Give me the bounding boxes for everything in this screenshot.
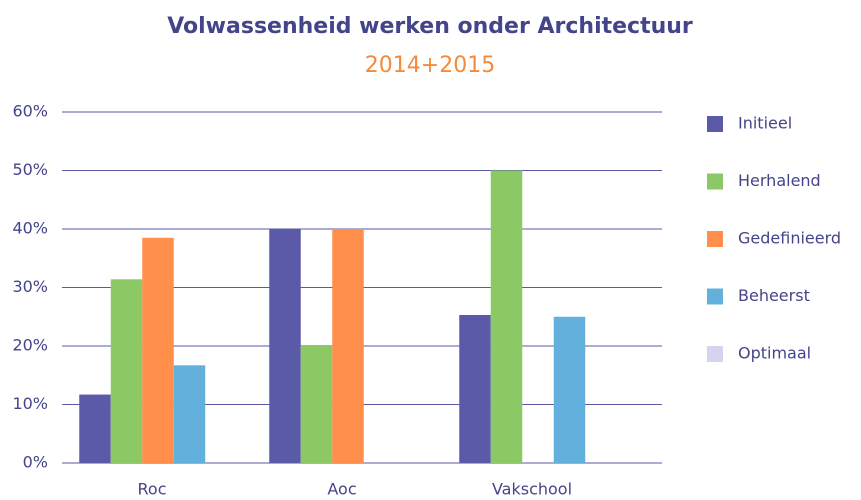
legend-swatch <box>707 346 723 362</box>
legend-label: Herhalend <box>738 171 821 190</box>
y-tick-label: 50% <box>12 160 48 179</box>
legend-swatch <box>707 231 723 247</box>
x-tick-label: Vakschool <box>492 480 572 499</box>
legend-swatch <box>707 173 723 190</box>
x-tick-label: Roc <box>138 480 167 499</box>
legend-label: Beheerst <box>738 286 810 305</box>
y-tick-label: 60% <box>12 102 48 121</box>
bar <box>142 237 174 463</box>
legend-label: Optimaal <box>738 344 811 363</box>
bar <box>553 316 586 463</box>
bar <box>490 170 523 463</box>
legend-label: Initieel <box>738 114 792 133</box>
chart-title: Volwassenheid werken onder Architectuur <box>167 14 693 39</box>
bar <box>110 279 143 463</box>
y-tick-label: 30% <box>12 277 48 296</box>
bar <box>173 365 206 463</box>
bar <box>459 314 491 463</box>
y-tick-label: 40% <box>12 219 48 238</box>
legend-label: Gedefinieerd <box>738 229 841 248</box>
chart-subtitle: 2014+2015 <box>365 53 495 78</box>
bar <box>332 229 364 463</box>
bar <box>79 394 111 463</box>
y-tick-label: 20% <box>12 336 48 355</box>
x-tick-label: Aoc <box>327 480 356 499</box>
y-tick-label: 10% <box>12 394 48 413</box>
legend-swatch <box>707 288 723 305</box>
legend-swatch <box>707 116 723 132</box>
y-tick-label: 0% <box>23 453 48 472</box>
bar <box>269 229 301 463</box>
bar <box>300 346 333 463</box>
